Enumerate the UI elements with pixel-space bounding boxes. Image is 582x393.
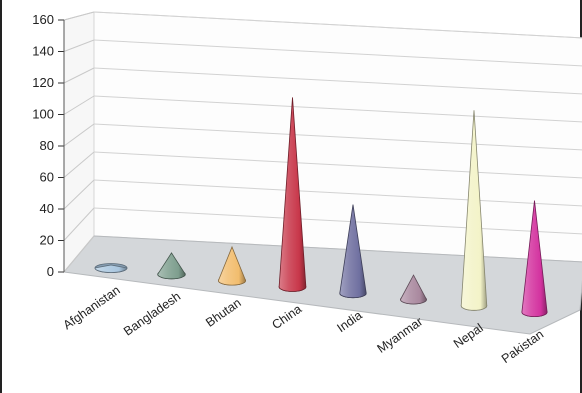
chart-walls xyxy=(64,12,582,334)
y-tick-label: 120 xyxy=(32,75,54,90)
x-tick-label: India xyxy=(334,308,364,335)
y-axis-ticks: 0 20 40 60 80 100 120 140 160 xyxy=(32,12,64,279)
x-tick-label: Bhutan xyxy=(203,296,244,330)
x-tick-label: Afghanistan xyxy=(61,283,123,332)
y-tick-label: 0 xyxy=(47,264,54,279)
x-tick-label: China xyxy=(269,302,304,332)
x-tick-label: Myanmar xyxy=(375,314,426,355)
y-tick-label: 100 xyxy=(32,107,54,122)
left-wall xyxy=(64,12,94,272)
y-tick-label: 160 xyxy=(32,12,54,27)
y-tick-label: 40 xyxy=(40,201,54,216)
y-tick-label: 80 xyxy=(40,138,54,153)
cone-afghanistan xyxy=(95,264,127,273)
x-tick-label: Bangladesh xyxy=(121,289,183,338)
y-tick-label: 60 xyxy=(40,170,54,185)
y-tick-label: 140 xyxy=(32,44,54,59)
y-tick-label: 20 xyxy=(40,233,54,248)
